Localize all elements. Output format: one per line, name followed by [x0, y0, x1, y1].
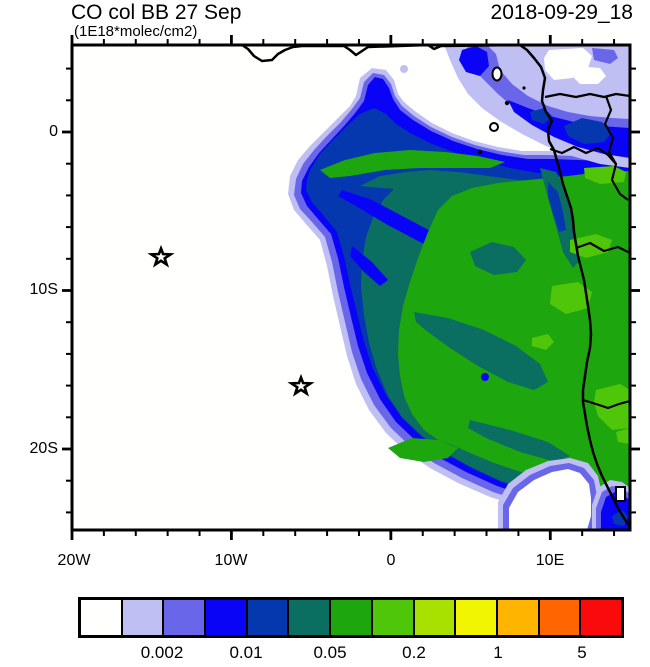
border-1 [544, 92, 630, 99]
colorbar-cell [539, 600, 582, 635]
lon-tick-label-20w: 20W [57, 552, 91, 569]
colorbar-label: 1 [493, 643, 503, 662]
colorbar-label: 0.05 [313, 643, 347, 662]
colorbar-cell [247, 600, 290, 635]
star-marker-icon-1 [147, 244, 175, 268]
lavender-dot [400, 65, 408, 73]
teal-streak-3 [468, 420, 570, 462]
island-sao-tome [489, 122, 499, 132]
ne-blue-blob-west [459, 46, 489, 76]
border-4 [575, 241, 630, 254]
country-borders [544, 92, 630, 410]
colorbar-cell [497, 600, 540, 635]
colorbar-cell [331, 600, 373, 635]
star-marker-icon-2 [287, 373, 315, 397]
lat-tick-label-0: 0 [49, 123, 58, 140]
colorbar-label: 0.2 [402, 643, 426, 662]
ne-violet-top-patch [592, 48, 618, 64]
map-frame [70, 43, 632, 532]
colorbar-cell [164, 600, 207, 635]
lat-tick-label-10s: 10S [29, 281, 58, 298]
colorbar [78, 597, 624, 638]
colorbar-cell [289, 600, 332, 635]
colorbar-cell [206, 600, 248, 635]
units-label: (1E18*molec/cm2) [74, 23, 198, 40]
border-3 [549, 145, 629, 201]
lat-tick-label-20s: 20S [29, 440, 58, 457]
lon-tick-label-10w: 10W [214, 552, 248, 569]
coastal-dot [522, 86, 526, 90]
bright-green-patch-2 [570, 234, 612, 258]
colorbar-cell [122, 600, 165, 635]
navy-coastal-streak [548, 182, 566, 232]
se-pocket-navy-speck [612, 510, 628, 526]
colorbar-cell [456, 600, 498, 635]
teal-tongue-1 [414, 312, 548, 390]
colorbar-cell [414, 600, 457, 635]
blue-dot-inland-plume [481, 373, 489, 381]
colorbar-label: 0.002 [140, 643, 184, 662]
island-annobon-dot [477, 149, 483, 155]
lon-tick-label-0: 0 [386, 552, 396, 569]
ne-navy-patch-1 [564, 118, 612, 144]
island-principe-dot [504, 100, 510, 106]
timestamp-label: 2018-09-29_18 [490, 1, 633, 24]
green-streak-north [320, 150, 505, 178]
bright-green-patch-6 [616, 428, 630, 444]
island-bioko [491, 66, 503, 82]
lon-tick-label-10e: 10E [535, 552, 565, 569]
coastline [241, 45, 630, 528]
colorbar-label: 5 [577, 643, 587, 662]
colorbar-cell [81, 600, 123, 635]
green-arm-southwest [388, 438, 458, 462]
se-notch-white [509, 469, 591, 530]
colorbar-label: 0.01 [229, 643, 263, 662]
colorbar-cell [372, 600, 415, 635]
blue-tongue-2 [350, 246, 388, 286]
colorbar-cell [581, 600, 621, 635]
page-title: CO col BB 27 Sep [71, 1, 242, 24]
bright-green-patch-5 [532, 334, 554, 350]
axis-ticks [62, 35, 640, 540]
teal-patch-2 [470, 242, 526, 275]
station-box-marker [615, 486, 626, 502]
ne-white-hole-2 [572, 66, 606, 84]
border-5 [582, 398, 630, 410]
border-2 [603, 95, 617, 165]
bright-green-patch-3 [550, 282, 592, 314]
